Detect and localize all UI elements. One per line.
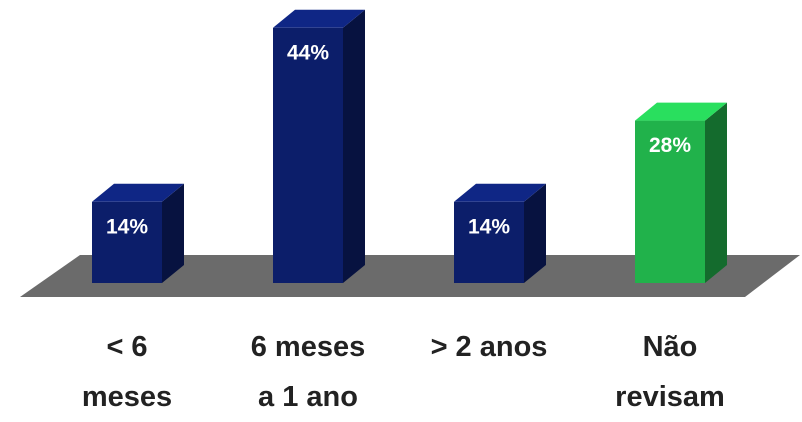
floor <box>20 255 800 297</box>
bar <box>92 201 162 283</box>
category-label: Não revisam <box>615 331 725 413</box>
bar-side <box>162 183 184 283</box>
value-label: 28% <box>649 134 691 157</box>
bar <box>635 120 705 283</box>
bar <box>273 27 343 283</box>
bar-top <box>635 102 727 121</box>
bar-side <box>705 102 727 283</box>
value-label: 14% <box>468 215 510 238</box>
bar-side <box>343 9 365 284</box>
bar-side <box>524 183 546 283</box>
category-label: 6 meses a 1 ano <box>250 331 366 413</box>
value-label: 44% <box>287 41 329 64</box>
bar <box>454 201 524 283</box>
bar-top <box>92 183 184 202</box>
bar-top <box>273 9 365 28</box>
value-label: 14% <box>106 215 148 238</box>
category-label: > 2 anos <box>430 331 548 363</box>
chart: 14% 44% 14% 28% <box>20 9 800 297</box>
category-label: < 6 meses <box>81 331 173 413</box>
bar-top <box>454 183 546 202</box>
